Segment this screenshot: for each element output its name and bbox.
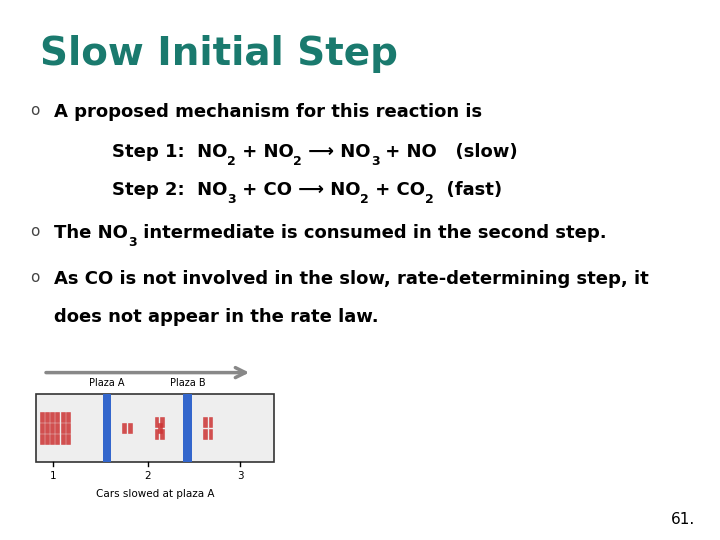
Text: + CO ⟶ NO: + CO ⟶ NO: [235, 181, 360, 199]
Text: + NO: + NO: [235, 143, 294, 161]
Bar: [102, 394, 111, 462]
Text: Plaza B: Plaza B: [170, 377, 205, 388]
Text: intermediate is consumed in the second step.: intermediate is consumed in the second s…: [137, 224, 606, 242]
Bar: [158, 423, 162, 433]
Bar: [209, 417, 212, 427]
Bar: [155, 417, 158, 427]
Bar: [40, 423, 44, 433]
Bar: [40, 413, 44, 422]
Text: 2: 2: [425, 193, 433, 206]
Bar: [36, 394, 274, 462]
Bar: [122, 423, 126, 433]
Text: o: o: [30, 103, 40, 118]
Text: 3: 3: [227, 193, 235, 206]
Bar: [66, 434, 71, 443]
Bar: [55, 434, 59, 443]
Text: 2: 2: [227, 155, 235, 168]
Bar: [66, 423, 71, 433]
Bar: [45, 423, 49, 433]
Bar: [184, 394, 192, 462]
Text: Step 1:  NO: Step 1: NO: [112, 143, 227, 161]
Bar: [61, 413, 66, 422]
Text: 2: 2: [360, 193, 369, 206]
Bar: [61, 423, 66, 433]
Text: (fast): (fast): [433, 181, 502, 199]
Text: Step 2:  NO: Step 2: NO: [112, 181, 227, 199]
Bar: [50, 413, 54, 422]
Text: 3: 3: [128, 236, 137, 249]
Bar: [209, 429, 212, 438]
Bar: [161, 417, 164, 427]
Text: o: o: [30, 270, 40, 285]
Bar: [45, 434, 49, 443]
Bar: [66, 413, 71, 422]
Bar: [203, 417, 207, 427]
Bar: [127, 423, 132, 433]
Text: 2: 2: [144, 471, 151, 482]
Text: As CO is not involved in the slow, rate-determining step, it: As CO is not involved in the slow, rate-…: [54, 270, 649, 288]
Text: 1: 1: [49, 471, 56, 482]
Text: + CO: + CO: [369, 181, 425, 199]
Bar: [55, 413, 59, 422]
Text: o: o: [30, 224, 40, 239]
Bar: [203, 429, 207, 438]
Bar: [161, 429, 164, 438]
Bar: [61, 434, 66, 443]
Text: Plaza A: Plaza A: [89, 377, 125, 388]
Bar: [40, 434, 44, 443]
Text: 3: 3: [237, 471, 243, 482]
Text: A proposed mechanism for this reaction is: A proposed mechanism for this reaction i…: [54, 103, 482, 120]
Bar: [50, 434, 54, 443]
Text: Cars slowed at plaza A: Cars slowed at plaza A: [96, 489, 214, 499]
Text: 61.: 61.: [670, 511, 695, 526]
Text: does not appear in the rate law.: does not appear in the rate law.: [54, 308, 379, 326]
Bar: [50, 423, 54, 433]
Text: 2: 2: [294, 155, 302, 168]
Text: 3: 3: [371, 155, 379, 168]
Text: The NO: The NO: [54, 224, 128, 242]
Bar: [45, 413, 49, 422]
Bar: [155, 429, 158, 438]
Bar: [55, 423, 59, 433]
Text: + NO   (slow): + NO (slow): [379, 143, 518, 161]
Text: Slow Initial Step: Slow Initial Step: [40, 35, 397, 73]
Text: ⟶ NO: ⟶ NO: [302, 143, 371, 161]
